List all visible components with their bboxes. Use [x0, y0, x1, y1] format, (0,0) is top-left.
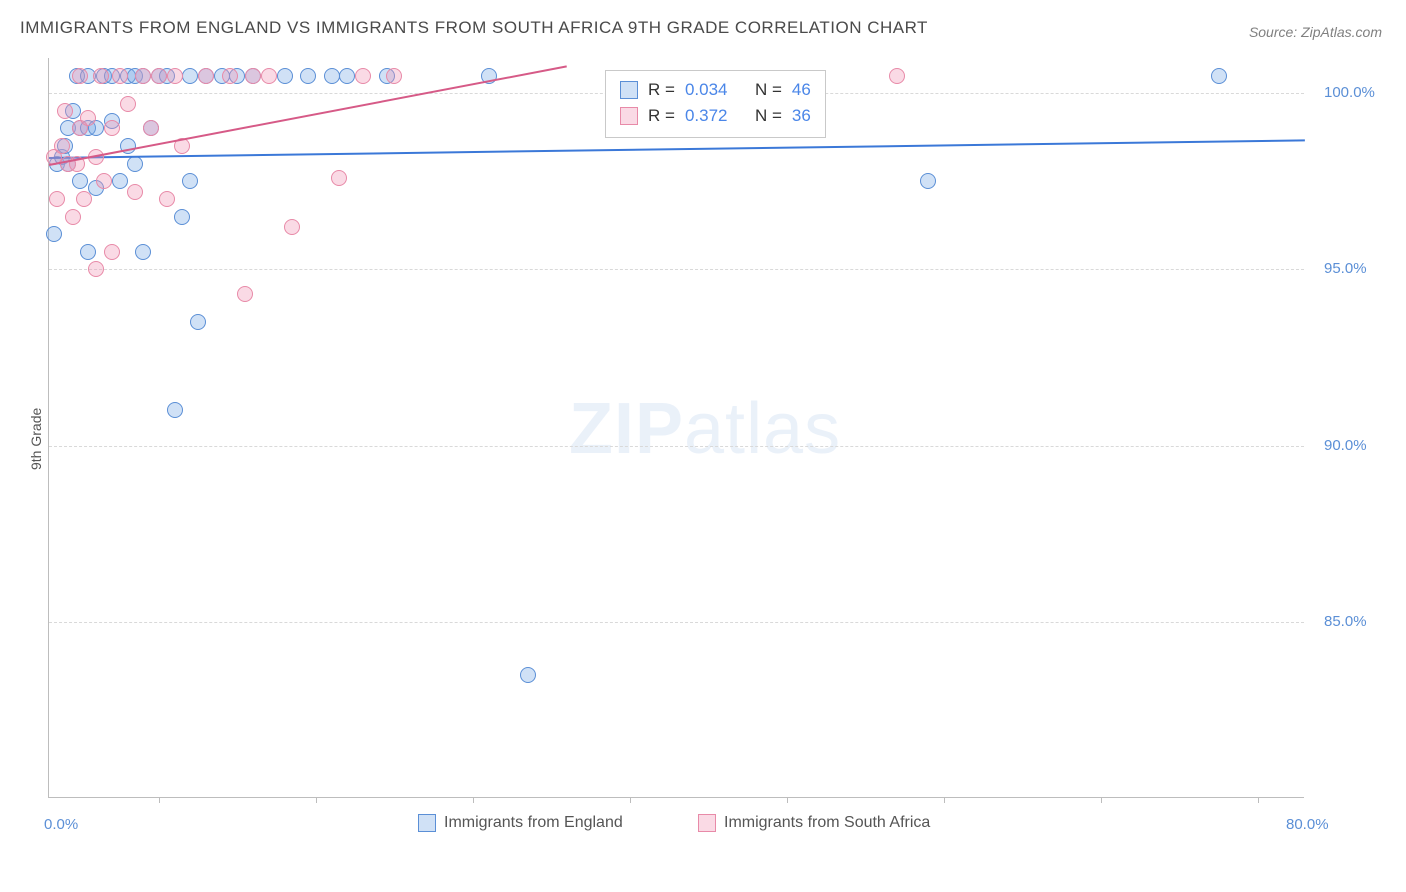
- x-tick: [944, 797, 945, 803]
- data-point: [151, 68, 167, 84]
- n-value: 46: [792, 77, 811, 103]
- x-tick: [1101, 797, 1102, 803]
- r-label: R =: [648, 77, 675, 103]
- data-point: [72, 68, 88, 84]
- data-point: [245, 68, 261, 84]
- data-point: [300, 68, 316, 84]
- r-label: R =: [648, 103, 675, 129]
- data-point: [261, 68, 277, 84]
- source-attribution: Source: ZipAtlas.com: [1249, 24, 1382, 40]
- data-point: [76, 191, 92, 207]
- data-point: [96, 173, 112, 189]
- legend-label: Immigrants from South Africa: [724, 814, 930, 832]
- data-point: [277, 68, 293, 84]
- series-swatch: [620, 81, 638, 99]
- watermark-bold: ZIP: [569, 389, 684, 469]
- watermark: ZIPatlas: [569, 388, 841, 470]
- x-tick: [159, 797, 160, 803]
- n-label: N =: [755, 103, 782, 129]
- data-point: [174, 209, 190, 225]
- data-point: [135, 68, 151, 84]
- data-point: [182, 173, 198, 189]
- x-max-label: 80.0%: [1286, 816, 1329, 833]
- data-point: [167, 402, 183, 418]
- legend-item: Immigrants from England: [418, 814, 623, 832]
- data-point: [339, 68, 355, 84]
- data-point: [127, 156, 143, 172]
- grid-line: [49, 269, 1304, 270]
- data-point: [127, 184, 143, 200]
- data-point: [182, 68, 198, 84]
- data-point: [1211, 68, 1227, 84]
- x-tick: [316, 797, 317, 803]
- stats-row: R = 0.372 N = 36: [620, 103, 811, 129]
- stats-row: R = 0.034 N = 46: [620, 77, 811, 103]
- data-point: [198, 68, 214, 84]
- data-point: [331, 170, 347, 186]
- trend-line: [49, 139, 1305, 159]
- y-tick-label: 100.0%: [1324, 84, 1375, 101]
- legend-item: Immigrants from South Africa: [698, 814, 930, 832]
- source-prefix: Source:: [1249, 24, 1301, 40]
- x-tick: [1258, 797, 1259, 803]
- data-point: [159, 191, 175, 207]
- y-tick-label: 90.0%: [1324, 437, 1367, 454]
- x-tick: [787, 797, 788, 803]
- watermark-rest: atlas: [684, 389, 841, 469]
- data-point: [143, 120, 159, 136]
- legend-swatch: [418, 814, 436, 832]
- data-point: [520, 667, 536, 683]
- data-point: [135, 244, 151, 260]
- data-point: [54, 138, 70, 154]
- scatter-plot: ZIPatlas R = 0.034 N = 46 R = 0.372 N = 36: [48, 58, 1304, 798]
- y-tick-label: 95.0%: [1324, 260, 1367, 277]
- data-point: [190, 314, 206, 330]
- series-swatch: [620, 107, 638, 125]
- data-point: [104, 120, 120, 136]
- r-value: 0.034: [685, 77, 745, 103]
- data-point: [65, 209, 81, 225]
- data-point: [49, 191, 65, 207]
- x-min-label: 0.0%: [44, 816, 78, 833]
- data-point: [167, 68, 183, 84]
- source-name: ZipAtlas.com: [1301, 24, 1382, 40]
- stats-legend: R = 0.034 N = 46 R = 0.372 N = 36: [605, 70, 826, 138]
- legend-swatch: [698, 814, 716, 832]
- data-point: [284, 219, 300, 235]
- data-point: [80, 244, 96, 260]
- data-point: [80, 110, 96, 126]
- data-point: [324, 68, 340, 84]
- data-point: [222, 68, 238, 84]
- x-tick: [473, 797, 474, 803]
- data-point: [46, 226, 62, 242]
- data-point: [889, 68, 905, 84]
- data-point: [386, 68, 402, 84]
- data-point: [237, 286, 253, 302]
- n-value: 36: [792, 103, 811, 129]
- data-point: [104, 244, 120, 260]
- data-point: [72, 173, 88, 189]
- y-tick-label: 85.0%: [1324, 613, 1367, 630]
- y-axis-title: 9th Grade: [28, 408, 44, 470]
- legend-label: Immigrants from England: [444, 814, 623, 832]
- data-point: [120, 96, 136, 112]
- chart-title: IMMIGRANTS FROM ENGLAND VS IMMIGRANTS FR…: [20, 18, 928, 38]
- data-point: [88, 261, 104, 277]
- grid-line: [49, 446, 1304, 447]
- data-point: [112, 68, 128, 84]
- data-point: [920, 173, 936, 189]
- n-label: N =: [755, 77, 782, 103]
- data-point: [112, 173, 128, 189]
- x-tick: [630, 797, 631, 803]
- data-point: [355, 68, 371, 84]
- data-point: [57, 103, 73, 119]
- r-value: 0.372: [685, 103, 745, 129]
- grid-line: [49, 622, 1304, 623]
- data-point: [93, 68, 109, 84]
